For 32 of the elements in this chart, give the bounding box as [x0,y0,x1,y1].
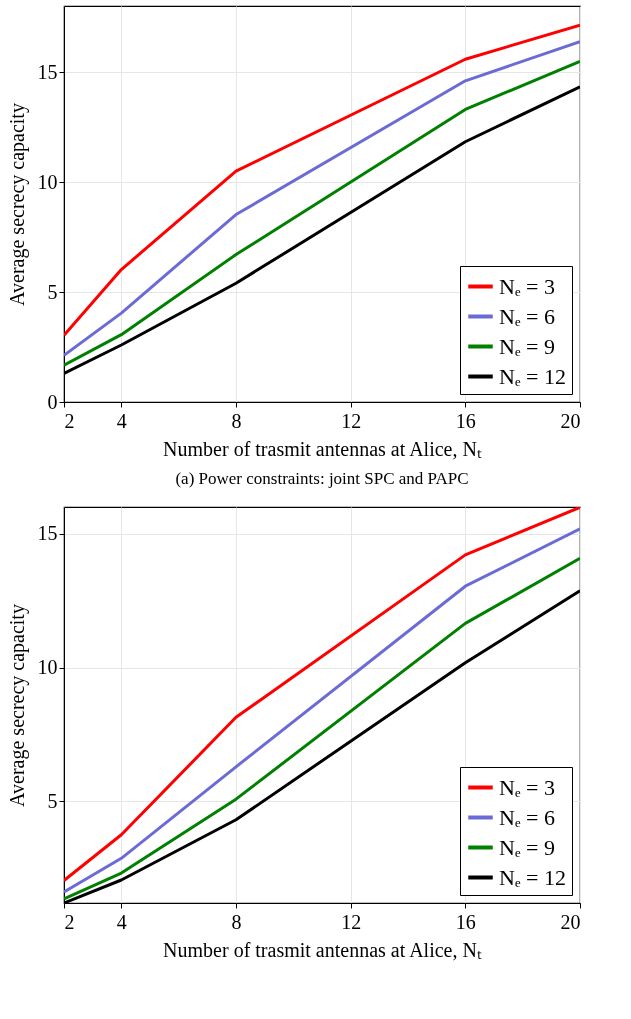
x-tick-label: 16 [455,409,476,432]
legend-label: Nₑ = 3 [499,273,555,299]
legend-label: Nₑ = 9 [499,834,555,860]
y-tick-label: 0 [47,390,58,413]
legend-label: Nₑ = 9 [499,333,555,359]
legend-label: Nₑ = 12 [499,864,566,890]
x-tick-label: 12 [341,910,362,933]
y-axis-title: Average secrecy capacity [5,604,29,807]
x-tick-label: 16 [455,910,476,933]
legend-label: Nₑ = 6 [499,303,555,329]
y-axis-title: Average secrecy capacity [5,103,29,306]
y-tick-label: 5 [47,280,58,303]
x-tick-label: 8 [231,910,242,933]
x-axis-title: Number of trasmit antennas at Alice, Nₜ [163,437,482,460]
x-tick-label: 8 [231,409,242,432]
y-tick-label: 10 [37,170,58,193]
x-tick-label: 2 [64,910,75,933]
x-tick-label: 4 [116,910,127,933]
x-tick-label: 2 [64,409,75,432]
x-tick-label: 4 [116,409,127,432]
y-tick-label: 10 [37,656,58,679]
x-tick-label: 12 [341,409,362,432]
legend-label: Nₑ = 6 [499,804,555,830]
y-tick-label: 15 [37,522,58,545]
legend-label: Nₑ = 12 [499,363,566,389]
x-tick-label: 20 [560,910,581,933]
x-tick-label: 20 [560,409,581,432]
y-tick-label: 5 [47,789,58,812]
y-tick-label: 15 [37,60,58,83]
x-axis-title: Number of trasmit antennas at Alice, Nₜ [163,938,482,961]
text: (a) Power constraints: joint SPC and PAPC [175,469,469,488]
legend-label: Nₑ = 3 [499,774,555,800]
